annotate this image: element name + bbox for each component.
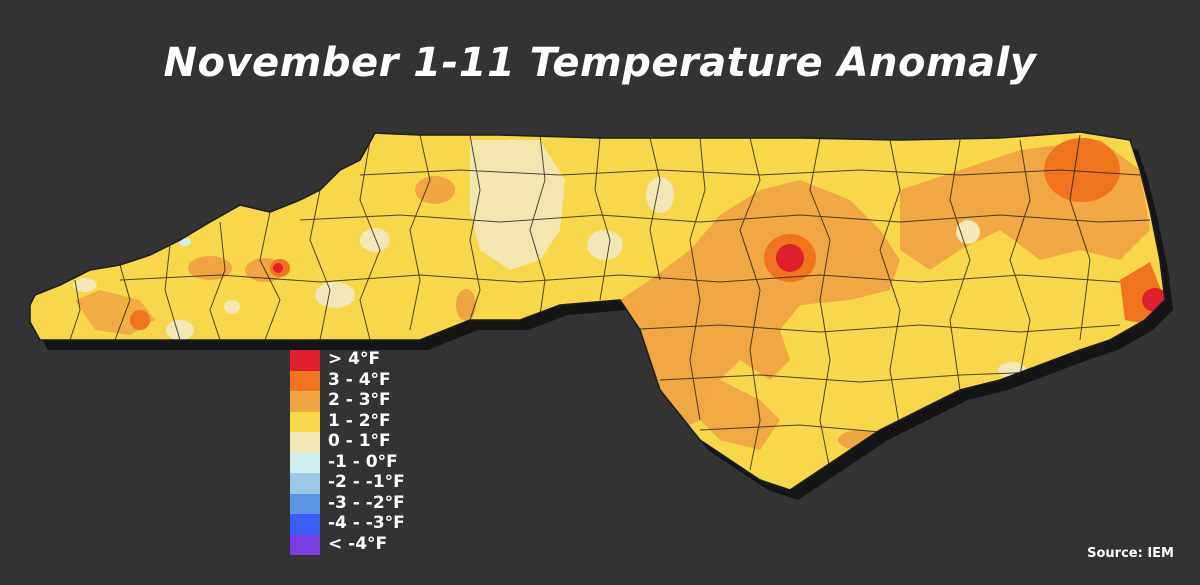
anomaly-zone-0-1-h — [73, 278, 97, 292]
legend-item: 1 - 2°F — [290, 410, 430, 432]
legend-label: -2 - -1°F — [328, 472, 405, 492]
anomaly-zone-over-4-raleigh — [776, 244, 804, 272]
anomaly-zone-3-4-northeast — [1044, 138, 1120, 202]
anomaly-zone-0-1-north — [470, 140, 565, 270]
legend-swatch — [290, 534, 320, 555]
legend-label: 1 - 2°F — [328, 410, 391, 431]
map-title: November 1-11 Temperature Anomaly — [163, 40, 1037, 86]
legend-swatch — [290, 432, 320, 453]
state-border — [29, 131, 1166, 491]
legend-swatch — [290, 493, 320, 514]
anomaly-zone-3-4-west — [130, 310, 150, 330]
anomaly-zone-0-1-b — [646, 177, 674, 213]
legend-swatch — [290, 350, 320, 371]
anomaly-zone-0-1-e — [166, 320, 194, 340]
anomaly-zone-0-1-c — [360, 228, 390, 252]
legend-item: > 4°F — [290, 349, 430, 371]
legend-label: > 4°F — [328, 349, 381, 369]
legend-item: 2 - 3°F — [290, 390, 430, 412]
legend-label: 0 - 1°F — [328, 431, 391, 451]
legend: > 4°F 3 - 4°F 2 - 3°F 1 - 2°F 0 - 1°F -1… — [290, 349, 430, 555]
county-boundaries — [69, 134, 1151, 471]
anomaly-zone-0-1-f — [956, 220, 980, 244]
anomaly-zone-2-3-west — [188, 256, 232, 280]
legend-item: 0 - 1°F — [290, 431, 430, 453]
legend-swatch — [290, 514, 320, 535]
legend-swatch — [290, 391, 320, 412]
anomaly-zone-minus-1-0 — [179, 238, 191, 246]
legend-swatch — [290, 473, 320, 494]
anomaly-zone-over-4-asheville — [273, 263, 283, 273]
anomaly-zone-2-3-south — [700, 380, 780, 450]
legend-label: 2 - 3°F — [328, 390, 391, 410]
legend-item: -3 - -2°F — [290, 492, 430, 514]
legend-swatch — [290, 452, 320, 473]
legend-item: 3 - 4°F — [290, 369, 430, 391]
source-note: Source: IEM — [1087, 546, 1174, 561]
legend-item: -4 - -3°F — [290, 513, 430, 535]
anomaly-zone-2-3-north — [415, 176, 455, 204]
legend-swatch — [290, 411, 320, 432]
legend-label: < -4°F — [328, 533, 388, 554]
anomaly-zone-0-1-d — [315, 282, 355, 308]
anomaly-zone-2-3-charlotte — [456, 289, 476, 321]
legend-label: 3 - 4°F — [328, 369, 391, 390]
legend-item: -2 - -1°F — [290, 472, 430, 494]
legend-item: -1 - 0°F — [290, 451, 430, 473]
legend-label: -4 - -3°F — [328, 513, 405, 533]
legend-item: < -4°F — [290, 533, 430, 555]
legend-label: -1 - 0°F — [328, 451, 398, 472]
legend-label: -3 - -2°F — [328, 492, 405, 513]
anomaly-zone-0-1-i — [224, 300, 240, 314]
anomaly-zone-0-1-a — [587, 230, 623, 260]
legend-swatch — [290, 370, 320, 391]
